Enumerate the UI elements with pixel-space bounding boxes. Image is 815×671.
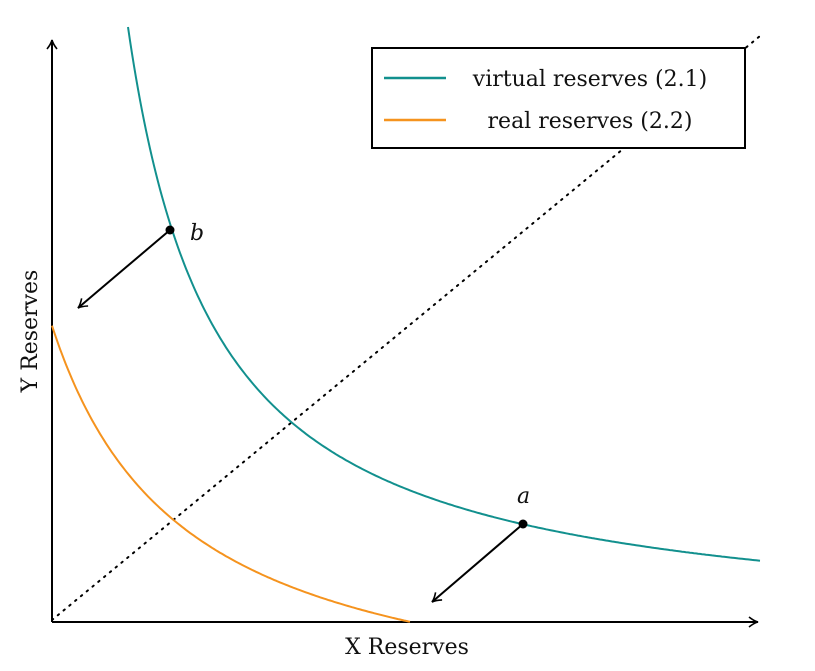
legend-label: real reserves (2.2) xyxy=(488,109,693,134)
x-axis-label: X Reserves xyxy=(345,635,469,660)
point-b xyxy=(165,225,175,235)
legend-label: virtual reserves (2.1) xyxy=(472,67,707,92)
real-curve xyxy=(51,325,411,623)
point-label: b xyxy=(190,221,204,246)
point-a xyxy=(518,519,528,529)
legend xyxy=(371,47,746,149)
point-label: a xyxy=(517,484,530,509)
y-axis-label: Y Reserves xyxy=(18,270,43,394)
arrow xyxy=(431,523,524,603)
arrow xyxy=(77,229,171,309)
virtual-curve xyxy=(127,26,761,562)
